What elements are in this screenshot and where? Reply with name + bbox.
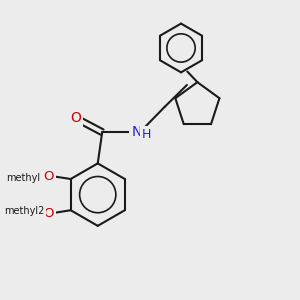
Text: O: O <box>43 169 54 182</box>
Text: N: N <box>131 125 142 139</box>
Text: O: O <box>70 112 81 125</box>
Text: methyl: methyl <box>6 173 40 183</box>
Text: O: O <box>44 207 54 220</box>
Text: H: H <box>142 128 152 141</box>
Text: methyl2: methyl2 <box>4 206 44 216</box>
